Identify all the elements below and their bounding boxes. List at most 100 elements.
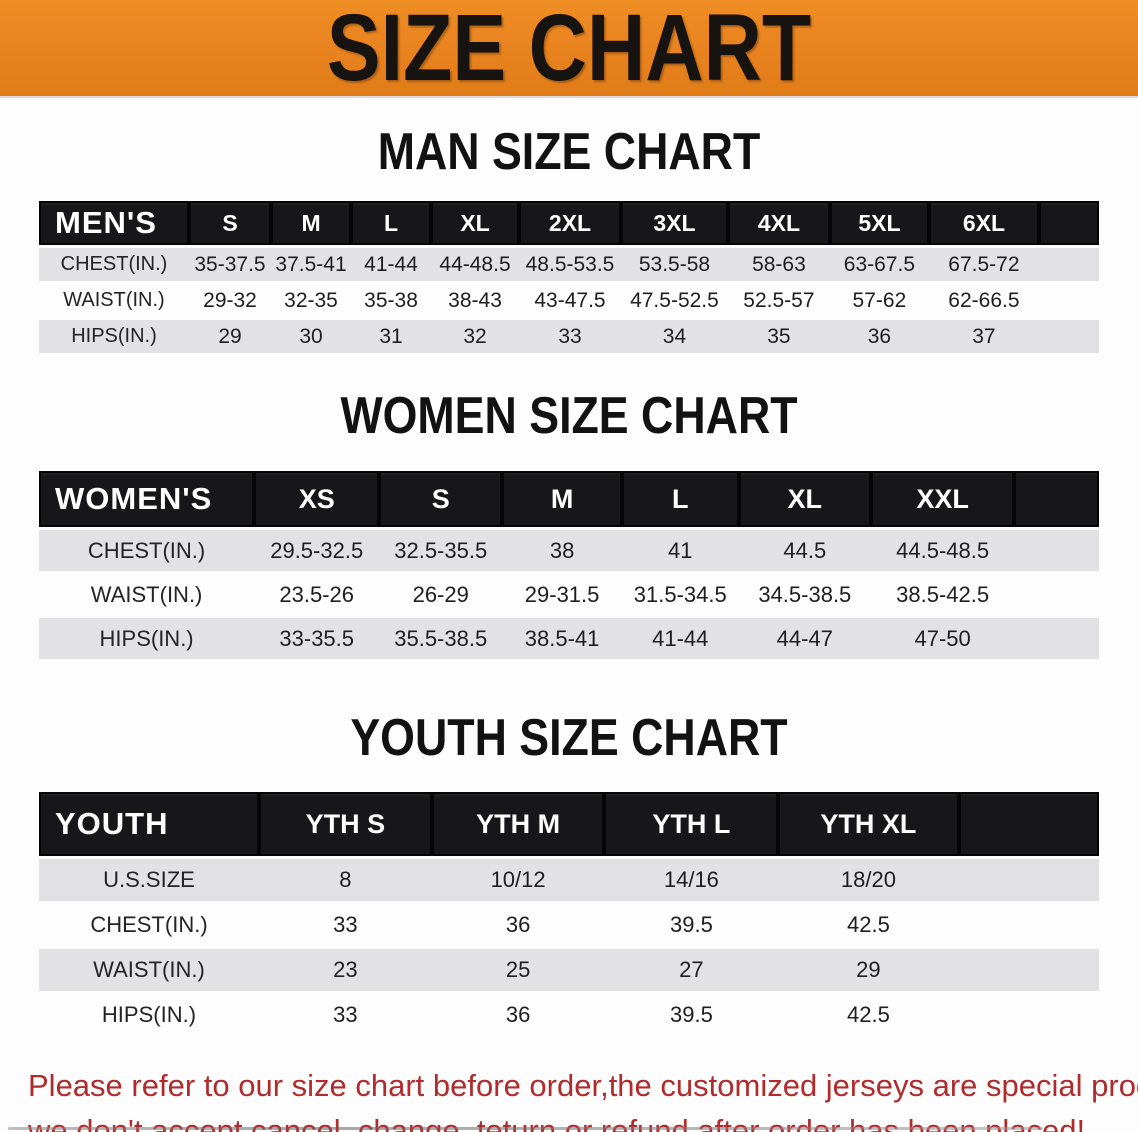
spacer-cell: [1038, 201, 1099, 245]
table-row: U.S.SIZE 8 10/12 14/16 18/20: [39, 859, 1099, 901]
column-header: YTH XL: [778, 792, 959, 856]
size-value: 35-38: [364, 288, 418, 312]
table-row: CHEST(IN.) 29.5-32.5 32.5-35.5 38 41 44.…: [39, 530, 1099, 571]
column-header: 6XL: [928, 201, 1039, 245]
column-header: YTH M: [431, 792, 605, 856]
size-value: 14/16: [604, 859, 779, 901]
column-header: YTH L: [604, 792, 779, 856]
table-row: WAIST(IN.) 23.5-26 26-29 29-31.5 31.5-34…: [39, 574, 1099, 615]
column-header: XL: [431, 201, 520, 245]
size-value: 53.5-58: [620, 248, 728, 281]
bottom-edge-artifact: [8, 1127, 1043, 1130]
column-header: 5XL: [829, 201, 929, 245]
spacer-cell: [1014, 530, 1099, 571]
size-value: 10/12: [431, 859, 605, 901]
disclaimer: Please refer to our size chart before or…: [0, 1063, 1138, 1132]
column-header: L: [621, 471, 739, 527]
column-header: YTH S: [258, 792, 432, 856]
banner: SIZE CHART: [0, 0, 1138, 98]
table-row: WAIST(IN.) 29-32 32-35 35-38 38-43 43-47…: [39, 284, 1099, 317]
youth-size-table: YOUTH YTH S YTH M YTH L YTH XL U.S.SIZE …: [39, 789, 1099, 1039]
size-value: 34.5-38.5: [758, 581, 852, 607]
size-value: 25: [431, 949, 605, 991]
size-value: 30: [271, 320, 352, 353]
men-section-heading: MAN SIZE CHART: [377, 123, 761, 181]
row-label: HIPS(IN.): [101, 1002, 197, 1027]
size-value: 38-43: [448, 288, 502, 312]
page-title: SIZE CHART: [326, 0, 812, 101]
spacer-cell: [1014, 618, 1099, 659]
size-value: 31.5-34.5: [633, 581, 727, 607]
size-value: 37.5-41: [271, 248, 352, 281]
column-header: 3XL: [620, 201, 728, 245]
size-value: 52.5-57: [743, 288, 815, 312]
size-value: 39.5: [669, 912, 713, 937]
column-header: M: [271, 201, 352, 245]
row-label: CHEST(IN.): [90, 912, 208, 937]
table-row: HIPS(IN.) 33-35.5 35.5-38.5 38.5-41 41-4…: [39, 618, 1099, 659]
women-size-table: WOMEN'S XS S M L XL XXL CHEST(IN.) 29.5-…: [39, 468, 1099, 662]
size-value: 31: [351, 320, 432, 353]
size-value: 36: [505, 1002, 531, 1027]
youth-header-row: YOUTH YTH S YTH M YTH L YTH XL: [39, 792, 1099, 856]
size-value: 41-44: [621, 618, 739, 659]
size-value: 42.5: [846, 912, 890, 937]
column-header: XL: [738, 471, 872, 527]
column-header: S: [188, 201, 272, 245]
column-header: XS: [254, 471, 380, 527]
size-value: 32.5-35.5: [379, 530, 503, 571]
size-value: 35.5-38.5: [379, 618, 503, 659]
column-header: 4XL: [727, 201, 830, 245]
spacer-cell: [1014, 574, 1099, 615]
row-label: WAIST(IN.): [90, 581, 203, 607]
size-value: 67.5-72: [928, 248, 1039, 281]
size-value: 23.5-26: [279, 581, 355, 607]
table-row: CHEST(IN.) 35-37.5 37.5-41 41-44 44-48.5…: [39, 248, 1099, 281]
table-row: HIPS(IN.) 29 30 31 32 33 34 35 36 37: [39, 320, 1099, 353]
size-value: 29: [778, 949, 959, 991]
size-value: 44.5-48.5: [871, 530, 1015, 571]
size-value: 35: [727, 320, 830, 353]
spacer-cell: [1039, 284, 1099, 317]
women-section-heading: WOMEN SIZE CHART: [340, 387, 798, 445]
size-value: 29-31.5: [524, 581, 600, 607]
spacer-cell: [958, 859, 1099, 901]
size-value: 58-63: [727, 248, 830, 281]
row-label: U.S.SIZE: [39, 859, 259, 901]
spacer-cell: [959, 904, 1100, 946]
size-value: 44-48.5: [431, 248, 520, 281]
size-value: 62-66.5: [948, 288, 1020, 312]
size-value: 23: [258, 949, 432, 991]
spacer-cell: [1014, 471, 1099, 527]
size-value: 44-47: [738, 618, 872, 659]
men-size-table: MEN'S S M L XL 2XL 3XL 4XL 5XL 6XL CHEST…: [39, 198, 1099, 356]
disclaimer-line-1: Please refer to our size chart before or…: [28, 1068, 1138, 1103]
women-table-label: WOMEN'S: [39, 471, 255, 527]
row-label: CHEST(IN.): [39, 248, 189, 281]
women-header-row: WOMEN'S XS S M L XL XXL: [39, 471, 1099, 527]
size-value: 27: [604, 949, 779, 991]
size-value: 57-62: [852, 288, 907, 312]
size-value: 32: [431, 320, 520, 353]
size-value: 34: [620, 320, 728, 353]
size-value: 33: [333, 1002, 358, 1027]
table-row: CHEST(IN.) 33 36 39.5 42.5: [39, 904, 1099, 946]
size-value: 8: [258, 859, 432, 901]
size-value: 38: [502, 530, 622, 571]
size-value: 39.5: [669, 1002, 713, 1027]
size-value: 63-67.5: [829, 248, 929, 281]
row-label: HIPS(IN.): [39, 320, 189, 353]
size-value: 33-35.5: [254, 618, 380, 659]
size-value: 48.5-53.5: [519, 248, 621, 281]
size-value: 38.5-42.5: [896, 581, 990, 607]
size-value: 44.5: [738, 530, 872, 571]
spacer-cell: [1038, 248, 1099, 281]
size-value: 33: [333, 912, 358, 937]
row-label: WAIST(IN.): [63, 289, 165, 311]
size-value: 33: [519, 320, 621, 353]
size-value: 32-35: [284, 288, 338, 312]
column-header: S: [379, 471, 503, 527]
column-header: L: [351, 201, 432, 245]
row-label: CHEST(IN.): [39, 530, 255, 571]
